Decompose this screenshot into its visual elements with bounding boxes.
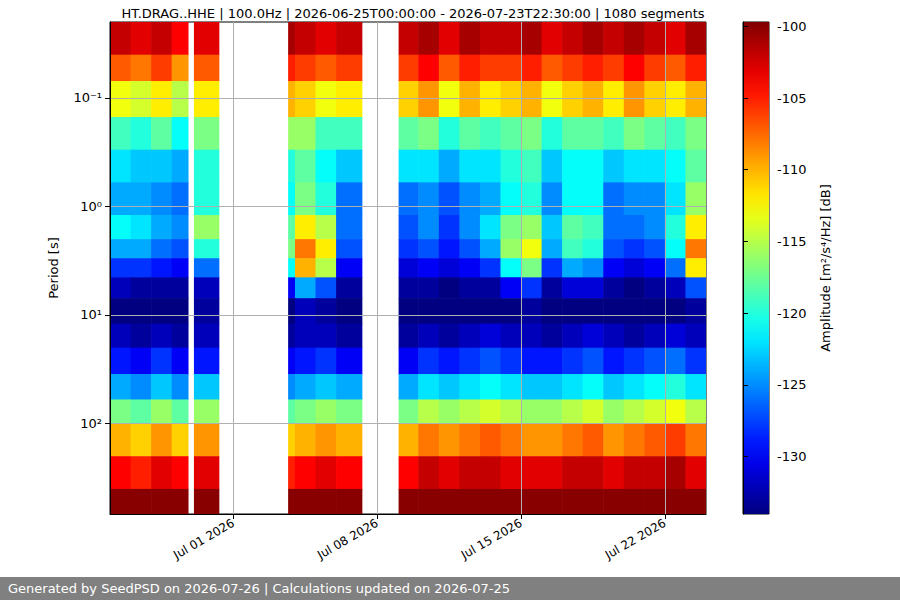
svg-text:Jul 22 2026: Jul 22 2026 [602, 516, 669, 563]
svg-text:-115: -115 [777, 234, 807, 249]
svg-text:HT.DRAG..HHE | 100.0Hz | 2026-: HT.DRAG..HHE | 100.0Hz | 2026-06-25T00:0… [121, 6, 704, 21]
svg-text:Jul 01 2026: Jul 01 2026 [170, 516, 237, 563]
svg-text:-120: -120 [777, 306, 807, 321]
svg-text:10⁰: 10⁰ [80, 199, 102, 214]
svg-text:10²: 10² [80, 416, 102, 431]
svg-text:-130: -130 [777, 449, 807, 464]
svg-text:-125: -125 [777, 377, 807, 392]
svg-text:Jul 08 2026: Jul 08 2026 [314, 516, 381, 563]
svg-text:-100: -100 [777, 19, 807, 34]
svg-text:-110: -110 [777, 162, 807, 177]
svg-text:Jul 15 2026: Jul 15 2026 [458, 516, 525, 563]
svg-text:Period [s]: Period [s] [46, 237, 61, 299]
svg-text:-105: -105 [777, 91, 807, 106]
svg-text:Generated by SeedPSD on 2026-0: Generated by SeedPSD on 2026-07-26 | Cal… [8, 581, 510, 596]
svg-text:Amplitude [m²/s⁴/Hz] [dB]: Amplitude [m²/s⁴/Hz] [dB] [818, 184, 833, 352]
svg-text:10⁻¹: 10⁻¹ [73, 90, 102, 105]
svg-text:10¹: 10¹ [80, 307, 102, 322]
